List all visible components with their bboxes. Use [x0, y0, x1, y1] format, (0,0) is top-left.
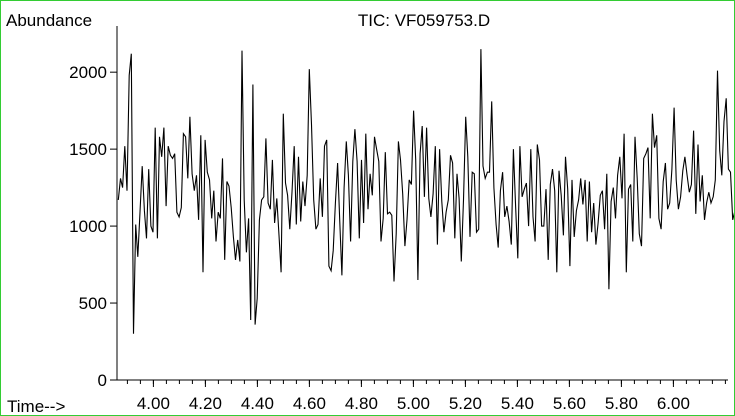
x-tick-label: 4.00: [137, 394, 170, 413]
series-group: [117, 49, 734, 334]
tic-series-line: [117, 49, 734, 334]
x-tick-label: 4.60: [293, 394, 326, 413]
x-tick-label: 4.40: [241, 394, 274, 413]
x-axis-label: Time-->: [7, 397, 65, 415]
axes: 0 500 1000 1500 2000 4.00 4.20 4.40 4.60 4.80 5.00…: [69, 26, 728, 413]
y-tick-label: 500: [79, 294, 107, 313]
x-tick-label: 6.00: [657, 394, 690, 413]
y-axis-label: Abundance: [6, 11, 92, 30]
x-tick-label: 5.80: [605, 394, 638, 413]
x-tick-label: 5.60: [553, 394, 586, 413]
y-tick-label: 1500: [69, 140, 107, 159]
x-tick-label: 4.20: [189, 394, 222, 413]
y-tick-label: 1000: [69, 217, 107, 236]
x-tick-label: 5.40: [501, 394, 534, 413]
x-tick-label: 5.00: [397, 394, 430, 413]
x-tick-label: 5.20: [449, 394, 482, 413]
chart-title: TIC: VF059753.D: [358, 11, 490, 30]
y-tick-label: 0: [98, 371, 107, 390]
y-tick-label: 2000: [69, 63, 107, 82]
x-tick-label: 4.80: [345, 394, 378, 413]
